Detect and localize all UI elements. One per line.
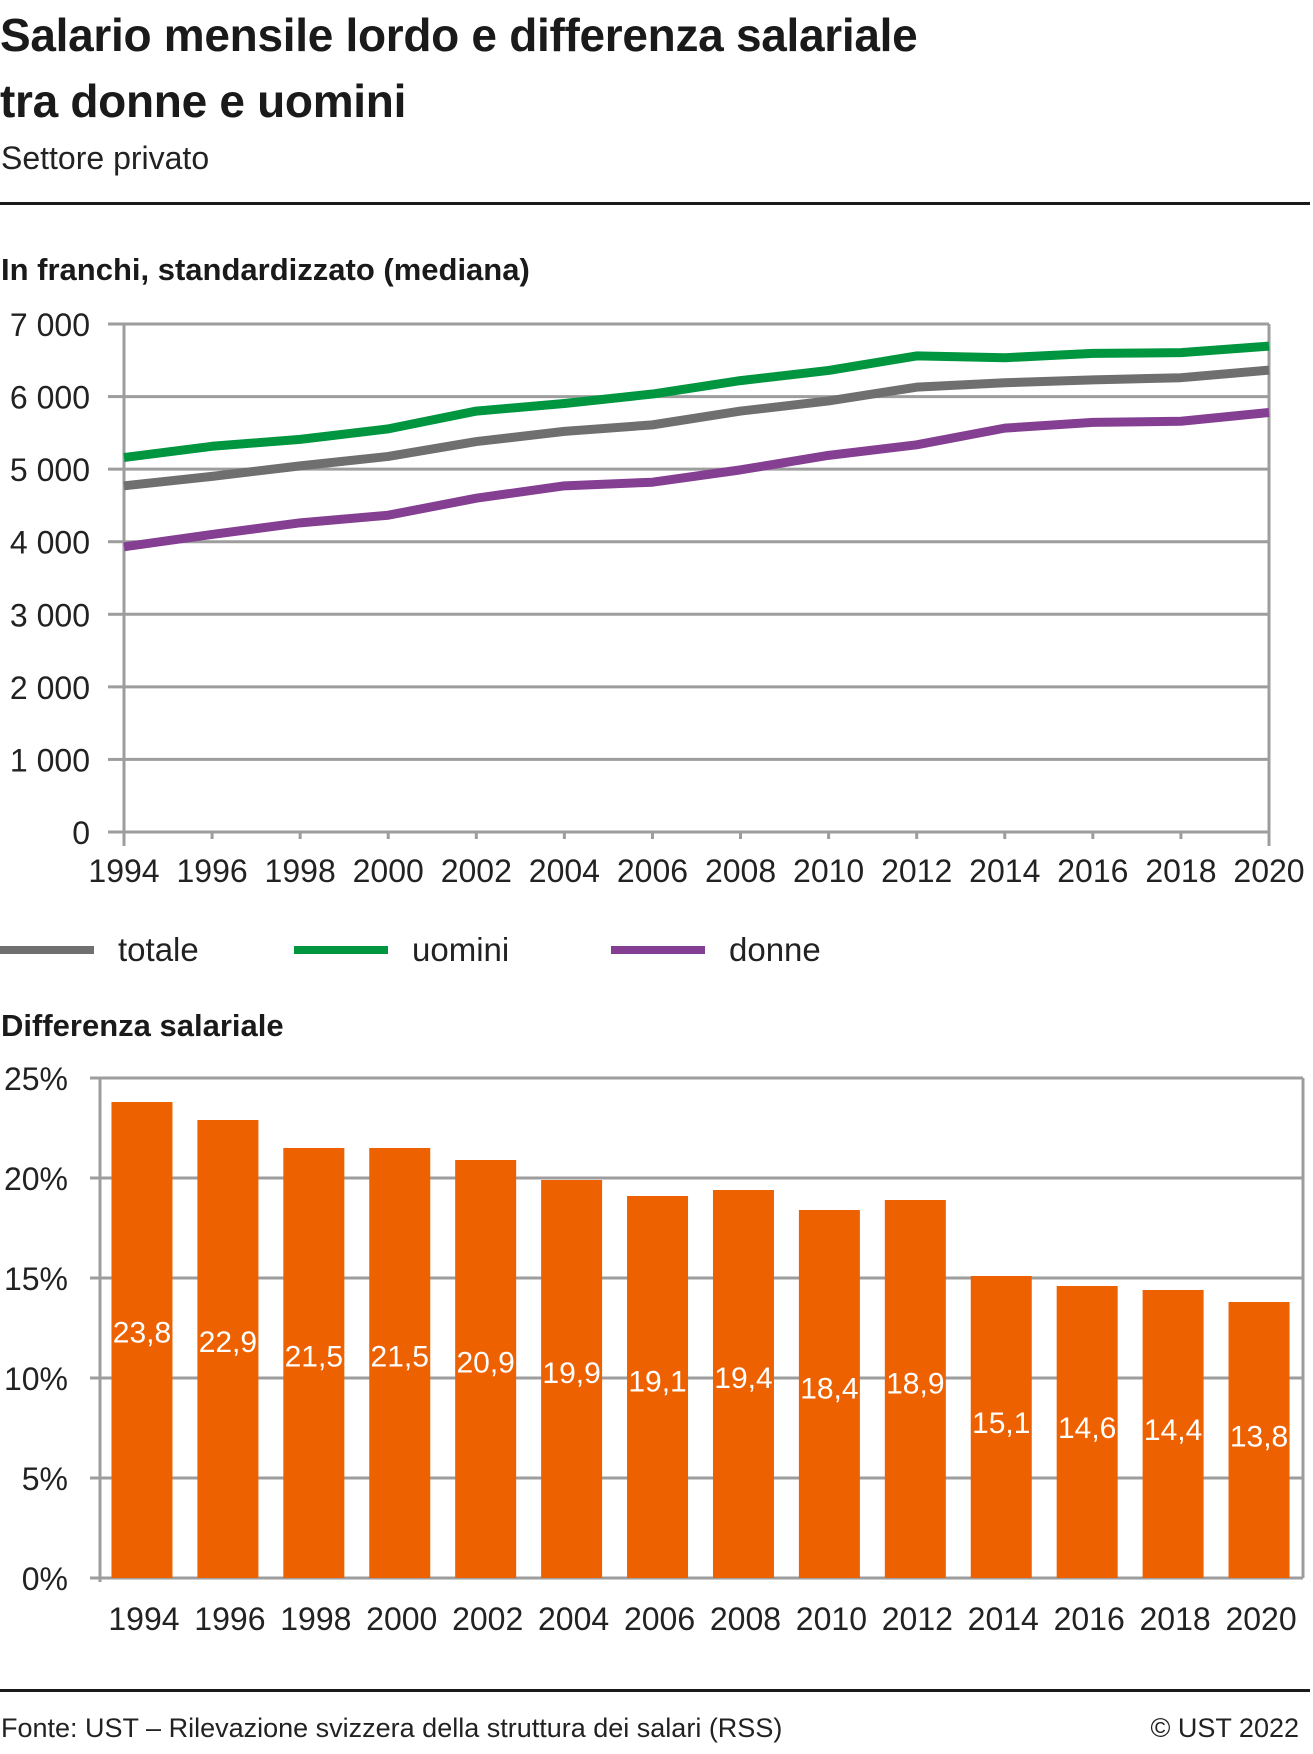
bar-2014: [970, 1276, 1032, 1578]
bar-value-label: 22,9: [199, 1326, 257, 1359]
y-tick-label: 3 000: [10, 597, 90, 633]
x-tick-label: 2010: [793, 853, 864, 889]
series-line-donne: [123, 408, 1270, 552]
y-tick-label: 0%: [22, 1561, 68, 1597]
bar-value-label: 20,9: [456, 1347, 514, 1380]
x-tick-label: 2016: [1057, 853, 1128, 889]
bar-value-label: 13,8: [1230, 1420, 1288, 1453]
chart-subtitle: Settore privato: [1, 140, 210, 176]
bar-2020: [1228, 1302, 1290, 1578]
bar-2000: [369, 1148, 431, 1578]
bar-2018: [1142, 1290, 1204, 1578]
bar-value-label: 19,9: [542, 1357, 600, 1390]
y-tick-label: 6 000: [10, 380, 90, 416]
y-tick-label: 25%: [4, 1061, 68, 1097]
bar-2002: [455, 1160, 517, 1578]
y-tick-label: 5%: [22, 1461, 68, 1497]
legend-swatch-uomini: [294, 946, 388, 954]
footer-divider: [0, 1689, 1310, 1692]
bar-value-label: 23,8: [113, 1316, 171, 1349]
x-tick-label: 1994: [108, 1601, 179, 1637]
x-tick-label: 2018: [1140, 1601, 1211, 1637]
title-line-1: Salario mensile lordo e differenza salar…: [0, 9, 918, 61]
series-line-uomini: [123, 341, 1270, 462]
bar-value-label: 18,9: [886, 1367, 944, 1400]
chart-title: Salario mensile lordo e differenza salar…: [0, 2, 918, 134]
title-line-2: tra donne e uomini: [0, 75, 407, 127]
bar-2008: [712, 1190, 774, 1578]
bar-value-label: 18,4: [800, 1373, 858, 1406]
bar-2016: [1056, 1286, 1118, 1578]
x-tick-label: 2006: [617, 853, 688, 889]
y-tick-label: 20%: [4, 1161, 68, 1197]
x-tick-label: 2020: [1233, 853, 1304, 889]
y-tick-label: 10%: [4, 1361, 68, 1397]
x-tick-label: 2002: [441, 853, 512, 889]
legend-item-totale: totale: [0, 928, 199, 972]
bar-value-label: 14,6: [1058, 1412, 1116, 1445]
line-chart: 0 1 000 2 000 3 000 4 000 5 000 6 000 7 000 1994…: [10, 307, 1305, 889]
legend: totale uomini donne: [0, 928, 1000, 972]
bar-2012: [884, 1200, 946, 1578]
x-tick-label: 1994: [88, 853, 159, 889]
header-divider: [0, 202, 1310, 205]
y-tick-label: 4 000: [10, 525, 90, 561]
legend-swatch-donne: [611, 946, 705, 954]
line-chart-title: In franchi, standardizzato (mediana): [1, 252, 530, 287]
legend-label-totale: totale: [118, 931, 199, 968]
bar-1996: [197, 1120, 259, 1578]
x-tick-label: 2004: [538, 1601, 609, 1637]
bar-value-label: 21,5: [371, 1340, 429, 1373]
x-tick-label: 2016: [1054, 1601, 1125, 1637]
bar-value-label: 19,4: [714, 1362, 772, 1395]
x-tick-label: 2006: [624, 1601, 695, 1637]
x-tick-label: 1998: [280, 1601, 351, 1637]
bar-value-label: 15,1: [972, 1407, 1030, 1440]
x-tick-label: 2010: [796, 1601, 867, 1637]
bar-chart: 0% 5% 10% 15% 20% 25% 23,8 1994 22,9 1996 21,5 1998…: [4, 1061, 1305, 1637]
legend-label-donne: donne: [729, 931, 821, 968]
x-tick-label: 2000: [366, 1601, 437, 1637]
bar-1994: [111, 1102, 173, 1578]
x-tick-label: 2008: [705, 853, 776, 889]
series-line-totale: [123, 365, 1270, 491]
x-tick-label: 2008: [710, 1601, 781, 1637]
y-tick-label: 2 000: [10, 670, 90, 706]
y-tick-label: 15%: [4, 1261, 68, 1297]
bar-value-label: 19,1: [628, 1365, 686, 1398]
x-tick-label: 2012: [881, 853, 952, 889]
y-tick-label: 1 000: [10, 742, 90, 778]
x-tick-label: 2018: [1145, 853, 1216, 889]
legend-label-uomini: uomini: [412, 931, 510, 968]
x-tick-label: 2020: [1225, 1601, 1296, 1637]
bar-2010: [798, 1210, 860, 1578]
y-tick-label: 7 000: [10, 307, 90, 343]
x-tick-label: 1996: [176, 853, 247, 889]
legend-item-donne: donne: [611, 928, 821, 972]
source-note: Fonte: UST – Rilevazione svizzera della …: [1, 1713, 783, 1743]
x-tick-label: 2002: [452, 1601, 523, 1637]
x-tick-label: 1996: [194, 1601, 265, 1637]
bar-1998: [283, 1148, 345, 1578]
x-tick-label: 2014: [969, 853, 1040, 889]
x-tick-label: 2004: [529, 853, 600, 889]
x-tick-label: 1998: [265, 853, 336, 889]
copyright: © UST 2022: [1150, 1713, 1299, 1743]
legend-item-uomini: uomini: [294, 928, 509, 972]
x-tick-label: 2014: [968, 1601, 1039, 1637]
bar-2004: [541, 1180, 603, 1578]
y-tick-label: 5 000: [10, 452, 90, 488]
x-tick-label: 2000: [353, 853, 424, 889]
bar-2006: [627, 1196, 689, 1578]
y-tick-label: 0: [72, 815, 90, 851]
bar-value-label: 14,4: [1144, 1414, 1202, 1447]
legend-swatch-totale: [0, 946, 94, 954]
x-tick-label: 2012: [882, 1601, 953, 1637]
bar-chart-title: Differenza salariale: [1, 1008, 284, 1043]
bar-value-label: 21,5: [285, 1340, 343, 1373]
